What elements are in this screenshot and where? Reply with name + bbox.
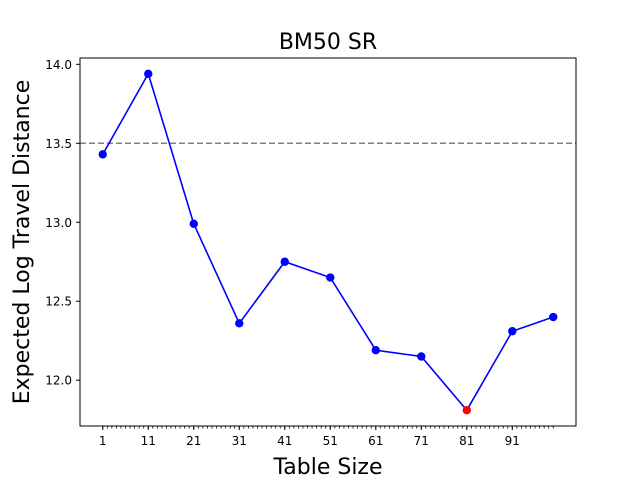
plot-frame (79, 57, 577, 427)
data-point (508, 327, 517, 336)
data-point (549, 312, 558, 322)
x-tick-label: 81 (459, 434, 474, 448)
x-tick-label: 21 (186, 434, 201, 448)
y-tick-label: 13.0 (45, 216, 72, 230)
data-point (144, 69, 153, 78)
x-tick-label: 1 (99, 434, 107, 448)
x-tick-label: 91 (505, 434, 520, 448)
x-tick-label: 41 (277, 434, 292, 448)
y-axis-label: Expected Log Travel Distance (10, 80, 35, 405)
data-point (417, 352, 426, 361)
y-tick-label: 14.0 (45, 58, 72, 72)
x-axis-label: Table Size (272, 455, 382, 480)
data-point (235, 319, 244, 328)
x-tick-label: 51 (323, 434, 338, 448)
chart-title: BM50 SR (279, 30, 377, 55)
y-tick-label: 13.5 (45, 137, 72, 151)
x-tick-label: 31 (232, 434, 247, 448)
x-tick-label: 61 (368, 434, 383, 448)
y-tick-label: 12.0 (45, 374, 72, 388)
data-point (189, 219, 198, 229)
series-line (102, 71, 554, 412)
data-point (326, 273, 335, 282)
data-point (98, 150, 107, 159)
highlight-point (462, 406, 471, 415)
x-tick-label: 11 (141, 434, 156, 448)
y-tick-label: 12.5 (45, 295, 72, 309)
plot-area: 12.012.513.013.514.01 11 21 31 41 51 61 71 81 91 (45, 57, 577, 448)
x-tick-label: 71 (414, 434, 429, 448)
data-point (371, 345, 380, 355)
data-point (280, 257, 289, 266)
